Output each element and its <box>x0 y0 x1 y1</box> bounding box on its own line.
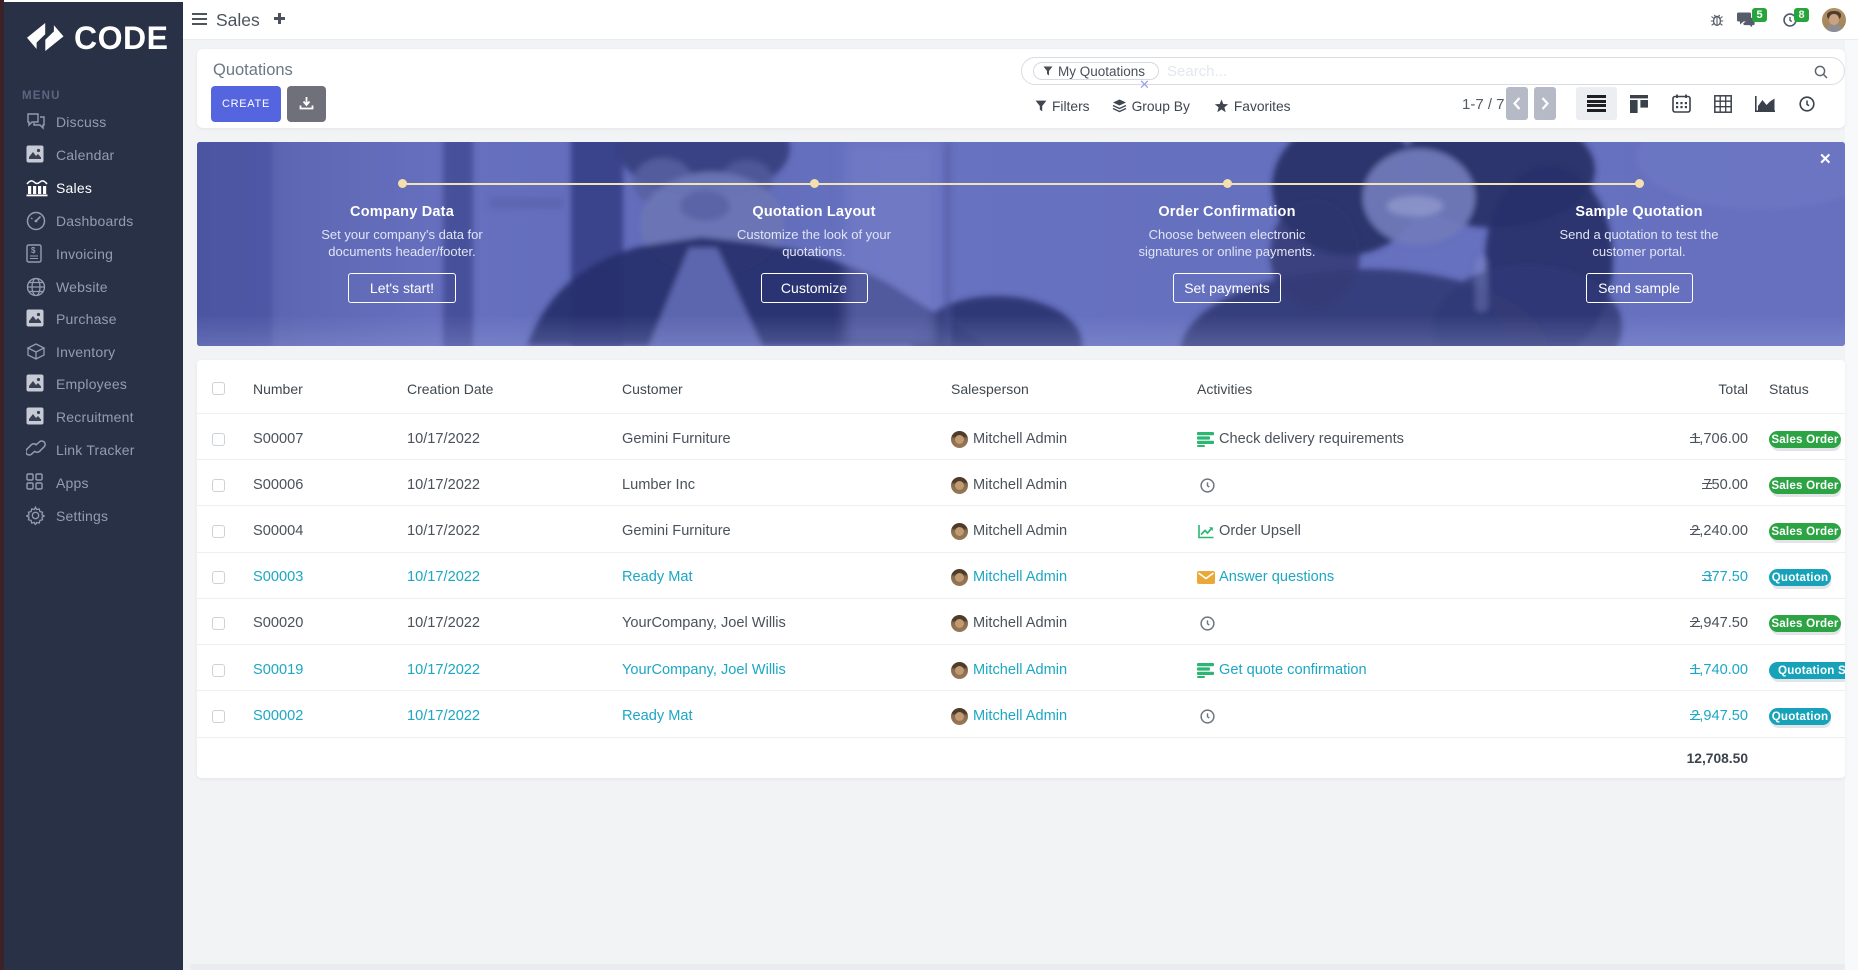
svg-text:$: $ <box>31 246 36 255</box>
